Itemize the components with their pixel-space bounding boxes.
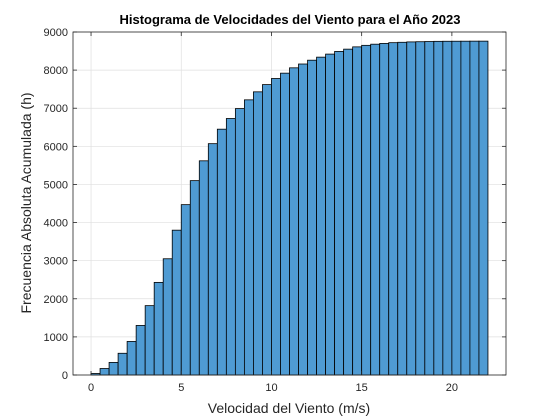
histogram-bar — [379, 43, 390, 376]
x-tick-label: 20 — [446, 382, 458, 394]
histogram-bar — [451, 40, 462, 376]
y-tick-label: 7000 — [44, 103, 68, 115]
histogram-bar — [234, 108, 245, 376]
histogram-bar — [316, 56, 326, 376]
histogram-bar — [325, 53, 336, 376]
histogram-bar — [442, 40, 453, 376]
histogram-bar — [253, 91, 263, 376]
histogram-bar — [243, 99, 254, 376]
histogram-bar — [352, 46, 363, 376]
histogram-bar — [225, 118, 236, 376]
histogram-bar — [343, 48, 354, 376]
x-tick-label: 10 — [265, 382, 277, 394]
histogram-bar — [189, 180, 200, 376]
y-tick-label: 0 — [62, 370, 68, 382]
y-tick-label: 6000 — [44, 141, 68, 153]
y-tick-label: 9000 — [44, 27, 68, 39]
x-tick-label: 0 — [88, 382, 94, 394]
x-axis-label: Velocidad del Viento (m/s) — [208, 400, 370, 416]
y-tick-label: 5000 — [44, 179, 68, 191]
plot-frame — [72, 31, 507, 376]
histogram-bar — [216, 128, 227, 376]
histogram-bar — [198, 160, 209, 376]
histogram-bar — [370, 43, 381, 376]
histogram-bar — [117, 352, 128, 376]
histogram-bar — [307, 59, 317, 376]
histogram-bar — [262, 84, 272, 376]
histogram-bar — [424, 41, 435, 376]
histogram-bar — [433, 40, 444, 376]
histogram-bar — [108, 362, 119, 376]
histogram-bar — [298, 63, 308, 376]
histogram-bar — [388, 42, 399, 376]
y-tick-label: 2000 — [44, 294, 68, 306]
histogram-bar — [144, 305, 155, 376]
histogram-bar — [478, 40, 489, 376]
histogram-bar — [289, 67, 299, 376]
y-tick-label: 4000 — [44, 218, 68, 230]
y-axis-label: Frecuencia Absoluta Acumulada (h) — [18, 92, 34, 313]
y-tick-label: 8000 — [44, 65, 68, 77]
histogram-bar — [135, 325, 146, 376]
histogram-bar — [397, 41, 408, 376]
histogram-bar — [415, 41, 426, 376]
histogram-bar — [171, 229, 182, 376]
x-tick-label: 15 — [356, 382, 368, 394]
y-tick-label: 3000 — [44, 256, 68, 268]
histogram-bar — [99, 368, 110, 376]
bars — [90, 40, 489, 376]
histogram-bar — [153, 281, 164, 376]
histogram-bar — [207, 143, 218, 376]
y-tick-label: 1000 — [44, 332, 68, 344]
histogram-bar — [406, 41, 417, 376]
histogram-bar — [469, 40, 480, 376]
histogram-bar — [460, 40, 471, 376]
histogram-bar — [180, 204, 191, 376]
histogram-bar — [162, 258, 173, 376]
histogram-bar — [334, 51, 345, 376]
histogram-bar — [280, 72, 290, 376]
histogram-bar — [361, 44, 372, 376]
histogram-bar — [271, 78, 281, 376]
x-tick-label: 5 — [178, 382, 184, 394]
chart-title: Histograma de Velocidades del Viento par… — [119, 12, 460, 27]
histogram-bar — [126, 341, 137, 376]
ticks: 0 5 10 15 20 0 1000 2000 3000 4000 5000 6000 7000 800… — [44, 27, 506, 394]
